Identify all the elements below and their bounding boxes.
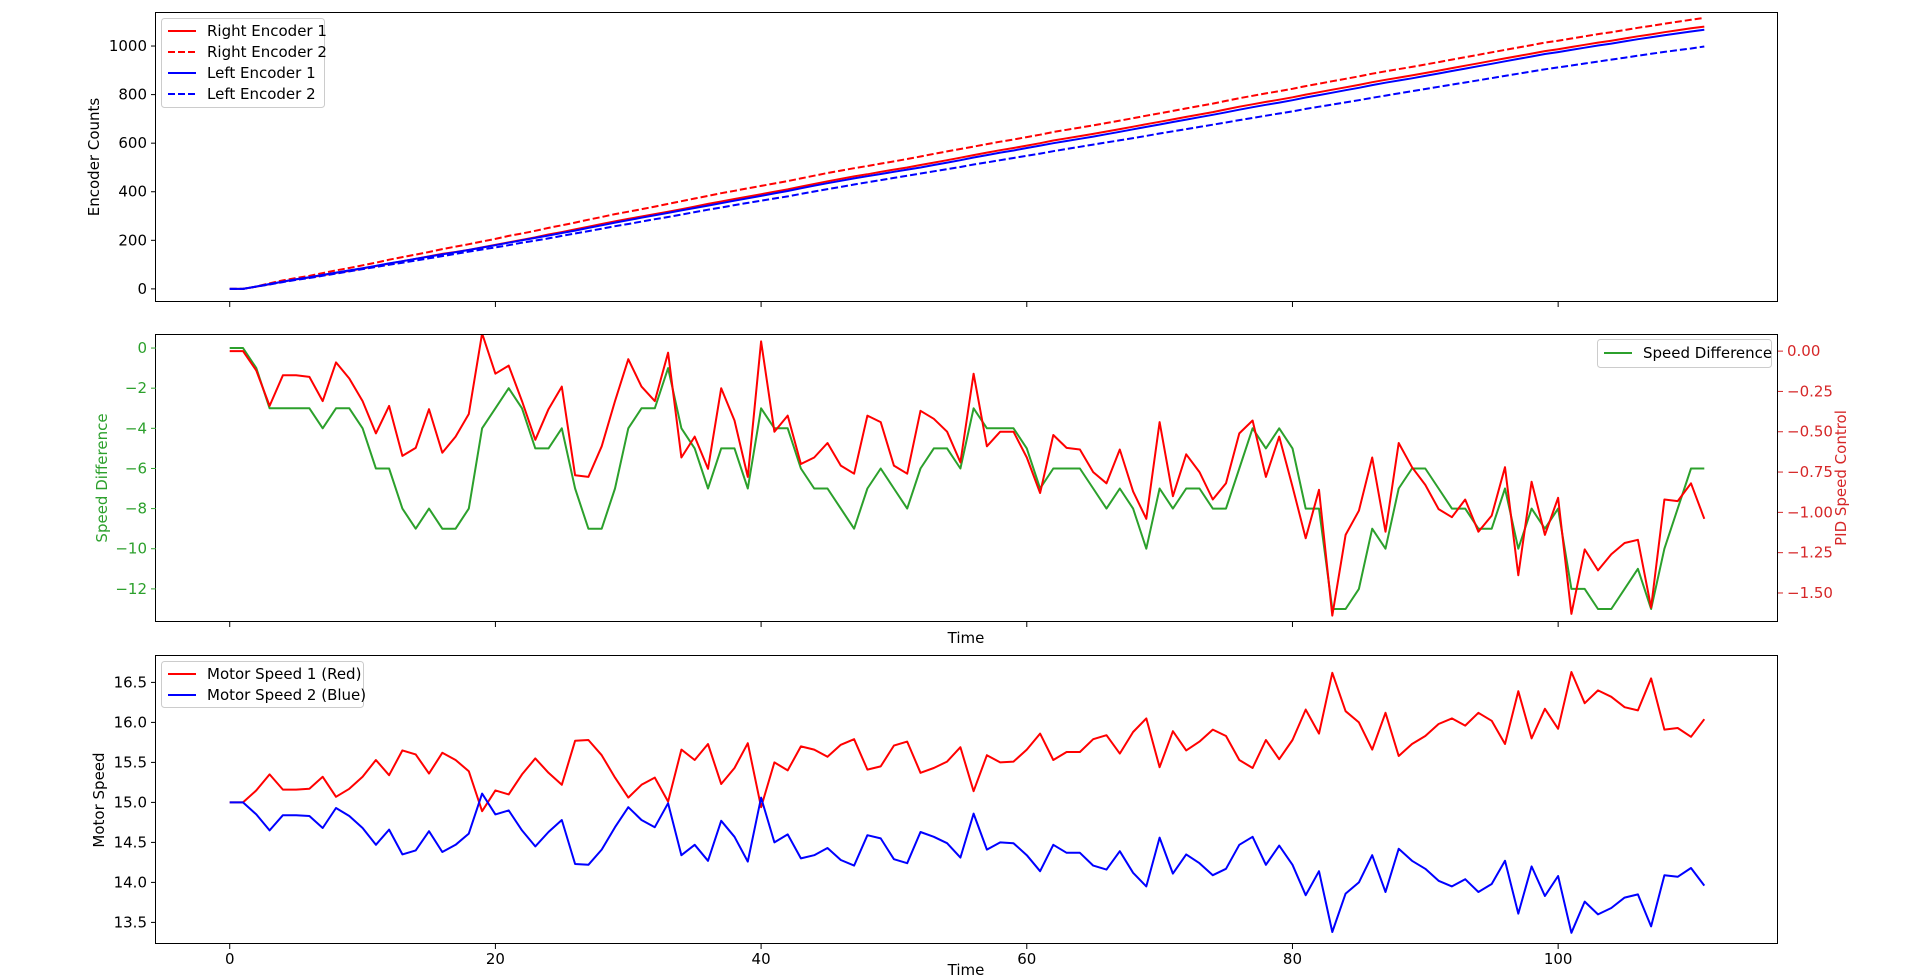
- x-tick-label: 20: [486, 950, 505, 968]
- speed-difference-plot-frame: [155, 334, 1778, 622]
- y-tick-label: 14.0: [114, 873, 147, 891]
- speed-difference-lines: [229, 335, 1706, 617]
- y2-tick-label: −1.00: [1787, 503, 1833, 521]
- series-line-left-encoder-2: [229, 45, 1705, 290]
- speed-difference-legend: Speed Difference: [1597, 339, 1772, 368]
- speed-difference-x-ticks: [229, 622, 1559, 627]
- motor-speed-y-ticks: 13.5 14.0 14.5 15.0 15.5 16.0 16.5: [114, 673, 156, 931]
- y-tick-label: −6: [125, 459, 147, 477]
- legend-label-right-encoder-2: Right Encoder 2: [207, 43, 327, 61]
- motor-speed-lines: [229, 671, 1706, 934]
- y2-tick-label: −1.25: [1787, 544, 1833, 562]
- x-tick-label: 40: [752, 950, 771, 968]
- encoder-x-ticks: [229, 302, 1559, 307]
- legend-label-left-encoder-1: Left Encoder 1: [207, 64, 316, 82]
- x-tick-label: 60: [1017, 950, 1036, 968]
- speed-difference-y-axis-label: Speed Difference: [93, 413, 111, 542]
- y2-tick-label: −0.75: [1787, 463, 1833, 481]
- series-line-left-encoder-1: [229, 28, 1705, 290]
- speed-difference-panel: 0 −2 −4 −6 −8 −10 −12 0.00 −0.25 −0.50 −0.75 −1.00…: [93, 334, 1850, 647]
- motor-speed-plot-frame: [155, 655, 1778, 944]
- motor-speed-x-ticks: 0 20 40 60 80 100: [225, 944, 1573, 968]
- y2-tick-label: 0.00: [1787, 342, 1820, 360]
- y2-tick-label: −0.50: [1787, 423, 1833, 441]
- y2-tick-label: −0.25: [1787, 382, 1833, 400]
- y-tick-label: 1000: [109, 37, 147, 55]
- y-tick-label: 15.5: [114, 753, 147, 771]
- encoder-y-axis-label: Encoder Counts: [85, 98, 103, 217]
- y-tick-label: −8: [125, 500, 147, 518]
- pid-right-y-ticks: 0.00 −0.25 −0.50 −0.75 −1.00 −1.25 −1.50: [1778, 342, 1833, 602]
- encoder-counts-panel: 0 200 400 600 800 1000 Encoder Counts Right E…: [85, 12, 1778, 307]
- legend-label-speed-difference: Speed Difference: [1643, 344, 1772, 362]
- y-tick-label: −10: [115, 540, 147, 558]
- series-line-right-encoder-2: [229, 16, 1705, 290]
- encoder-legend: Right Encoder 1 Right Encoder 2 Left Enc…: [161, 18, 327, 108]
- series-line-pid-speed-control: [229, 335, 1706, 617]
- speed-difference-legend-box: [1597, 339, 1772, 368]
- legend-label-motor-speed-2: Motor Speed 2 (Blue): [207, 686, 366, 704]
- motor-speed-y-axis-label: Motor Speed: [90, 752, 108, 847]
- y-tick-label: −4: [125, 419, 147, 437]
- y-tick-label: 16.0: [114, 713, 147, 731]
- legend-label-right-encoder-1: Right Encoder 1: [207, 22, 327, 40]
- y2-tick-label: −1.50: [1787, 584, 1833, 602]
- series-line-motor-speed-2-blue: [229, 792, 1706, 934]
- encoder-y-ticks: 0 200 400 600 800 1000: [109, 37, 156, 298]
- y-tick-label: 200: [118, 231, 147, 249]
- motor-speed-legend-box: [161, 661, 364, 708]
- y-tick-label: 600: [118, 134, 147, 152]
- pid-y-axis-label: PID Speed Control: [1832, 410, 1850, 546]
- motor-speed-x-axis-label: Time: [947, 961, 985, 977]
- x-tick-label: 100: [1544, 950, 1573, 968]
- y-tick-label: 14.5: [114, 833, 147, 851]
- y-tick-label: −2: [125, 379, 147, 397]
- motor-speed-panel: 0 20 40 60 80 100 13.5 14.0 14.5 15.0 15.5 16.0 16.…: [90, 655, 1778, 977]
- series-line-motor-speed-1-red: [229, 671, 1706, 813]
- y-tick-label: 800: [118, 86, 147, 104]
- y-tick-label: 13.5: [114, 913, 147, 931]
- motor-speed-legend: Motor Speed 1 (Red) Motor Speed 2 (Blue): [161, 661, 366, 708]
- y-tick-label: 15.0: [114, 793, 147, 811]
- y-tick-label: −12: [115, 580, 147, 598]
- x-tick-label: 80: [1283, 950, 1302, 968]
- y-tick-label: 0: [137, 339, 147, 357]
- speed-difference-x-axis-label: Time: [947, 629, 985, 647]
- y-tick-label: 0: [137, 280, 147, 298]
- x-tick-label: 0: [225, 950, 235, 968]
- legend-label-left-encoder-2: Left Encoder 2: [207, 85, 316, 103]
- y-tick-label: 16.5: [114, 673, 147, 691]
- y-tick-label: 400: [118, 183, 147, 201]
- encoder-legend-box: [161, 18, 325, 108]
- legend-label-motor-speed-1: Motor Speed 1 (Red): [207, 665, 361, 683]
- encoder-plot-frame: [155, 12, 1778, 302]
- encoder-lines: [229, 16, 1705, 290]
- speed-difference-left-y-ticks: 0 −2 −4 −6 −8 −10 −12: [115, 339, 156, 598]
